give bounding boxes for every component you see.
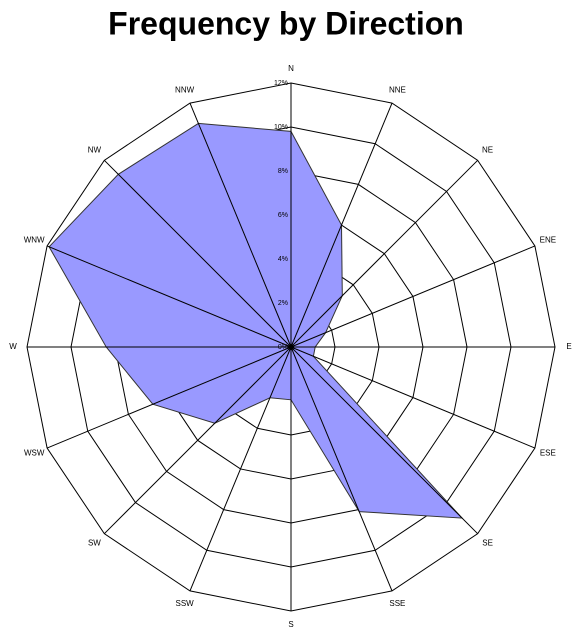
spoke [290, 102, 393, 348]
category-label: W [9, 342, 17, 351]
category-label: NNE [389, 85, 406, 94]
category-label: NE [482, 146, 493, 155]
category-label: NW [88, 146, 102, 155]
category-label: SE [482, 539, 493, 548]
spoke [189, 102, 292, 348]
category-label: WSW [24, 448, 45, 457]
category-label: SW [88, 539, 101, 548]
tick-label: 8% [278, 168, 288, 175]
category-label: SSW [175, 599, 194, 608]
spoke [103, 159, 292, 348]
category-label: SSE [389, 599, 405, 608]
tick-label: 6% [278, 212, 288, 219]
spoke [103, 346, 292, 535]
category-label: ENE [540, 236, 556, 245]
data-area [48, 122, 464, 519]
chart-title: Frequency by Direction [108, 5, 464, 41]
tick-label: 0% [278, 344, 288, 351]
spoke [46, 346, 292, 449]
category-label: WNW [24, 236, 45, 245]
spoke [46, 245, 292, 348]
tick-label: 10% [274, 124, 288, 131]
category-label: E [566, 342, 571, 351]
spoke [290, 346, 536, 449]
spoke [290, 346, 393, 592]
tick-label: 12% [274, 80, 288, 87]
category-label: S [288, 620, 293, 629]
spoke [290, 159, 479, 348]
category-label: N [288, 64, 294, 73]
spoke [290, 245, 536, 348]
category-label: NNW [175, 85, 195, 94]
tick-label: 4% [278, 256, 288, 263]
category-label: ESE [540, 448, 556, 457]
spoke [290, 346, 479, 535]
tick-label: 2% [278, 300, 288, 307]
spoke [189, 346, 292, 592]
center [288, 344, 294, 350]
